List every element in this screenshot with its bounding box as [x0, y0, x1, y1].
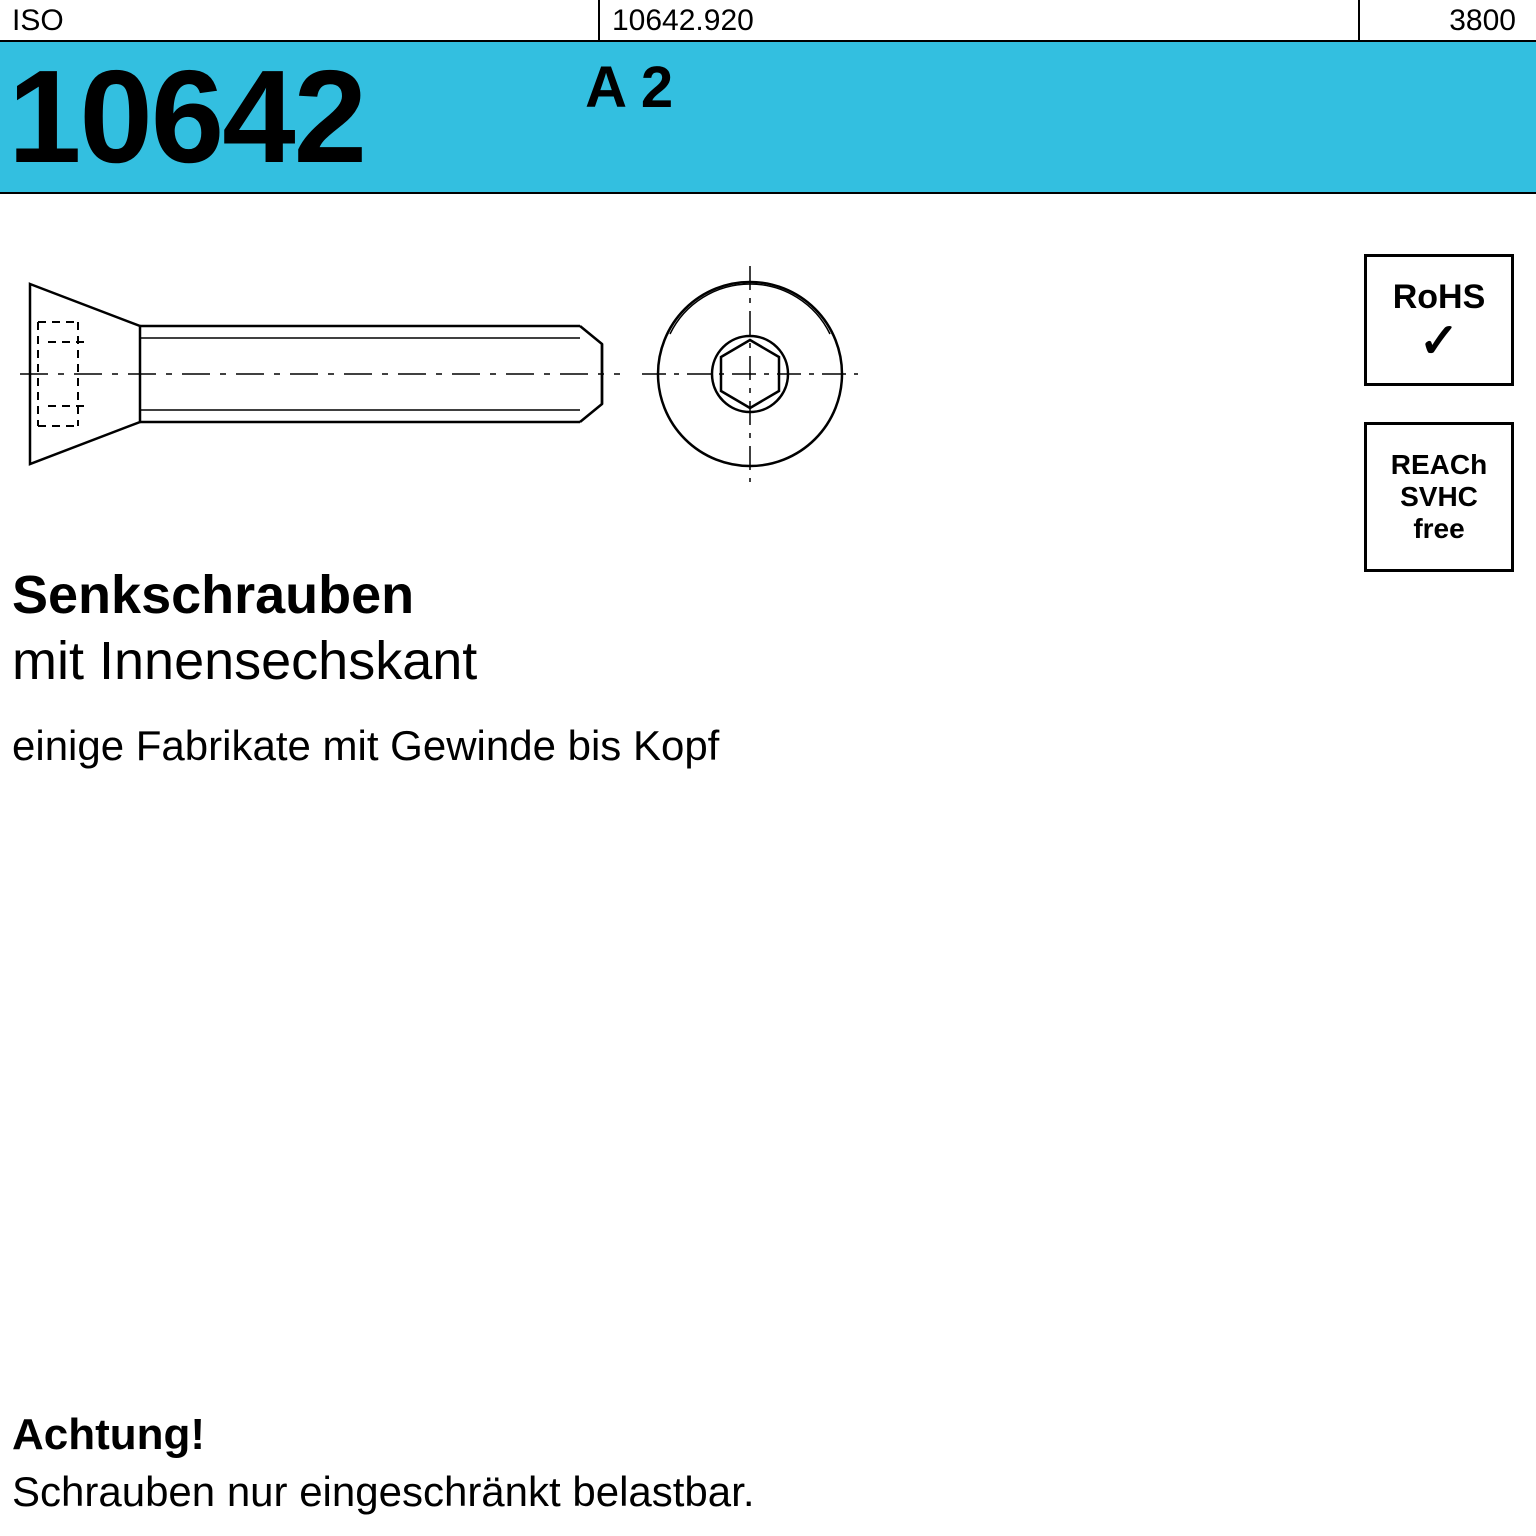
reach-badge: REACh SVHC free	[1364, 422, 1514, 572]
reach-line2: SVHC	[1400, 481, 1478, 513]
header-num: 3800	[1449, 4, 1516, 38]
rohs-badge: RoHS ✓	[1364, 254, 1514, 386]
product-name: Senkschrauben	[12, 564, 719, 626]
subline-term: Innensechskant	[99, 631, 477, 691]
subline-prefix: mit	[12, 631, 99, 691]
warning-text: Schrauben nur eingeschränkt belastbar.	[12, 1468, 755, 1516]
header-col-iso: ISO	[0, 0, 600, 40]
content-area: Senkschrauben mit Innensechskant einige …	[0, 194, 1536, 894]
title-row: 10642 A 2	[0, 42, 1536, 194]
header-col-code: 10642.920	[600, 0, 1360, 40]
material-grade: A 2	[585, 54, 673, 121]
header-iso-label: ISO	[12, 4, 64, 38]
description-block: Senkschrauben mit Innensechskant einige …	[12, 564, 719, 770]
header-code: 10642.920	[612, 4, 754, 38]
warning-block: Achtung! Schrauben nur eingeschränkt bel…	[12, 1410, 755, 1516]
screw-diagram	[20, 264, 860, 484]
reach-line1: REACh	[1391, 449, 1487, 481]
header-col-num: 3800	[1360, 0, 1536, 40]
product-subline: mit Innensechskant	[12, 630, 719, 692]
warning-title: Achtung!	[12, 1410, 755, 1460]
check-icon: ✓	[1419, 323, 1459, 361]
compliance-badges: RoHS ✓ REACh SVHC free	[1364, 254, 1514, 572]
rohs-label: RoHS	[1393, 278, 1486, 317]
product-note: einige Fabrikate mit Gewinde bis Kopf	[12, 722, 719, 770]
reach-line3: free	[1413, 513, 1464, 545]
standard-number: 10642	[0, 51, 365, 183]
header-row: ISO 10642.920 3800	[0, 0, 1536, 42]
